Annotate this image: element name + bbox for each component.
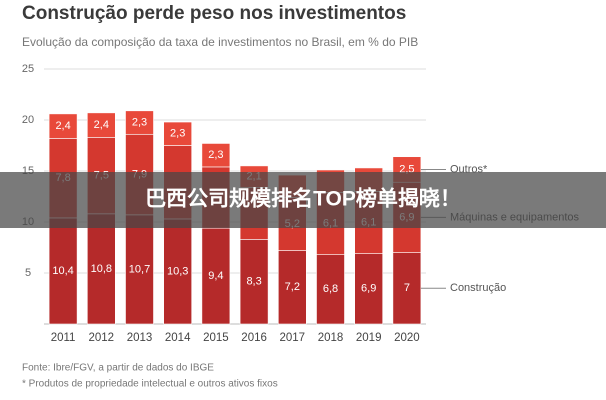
value-label: 2,3 [170, 128, 185, 140]
x-tick-label: 2016 [241, 332, 267, 344]
bar-segment [277, 250, 307, 325]
value-label: 7,2 [285, 281, 300, 293]
bar-segment [354, 253, 384, 325]
value-label: 8,3 [246, 276, 261, 288]
bar-segment [48, 113, 78, 139]
value-label: 2,3 [132, 116, 147, 128]
bar-segment [87, 213, 116, 325]
x-tick-label: 2019 [356, 332, 382, 344]
x-tick-label: 2014 [165, 332, 191, 344]
bar-segment [163, 121, 192, 146]
bar-segment [239, 239, 269, 325]
banner-text: 巴西公司规模排名TOP榜单揭晓！ [145, 187, 461, 211]
x-tick-label: 2013 [127, 332, 153, 344]
banner [0, 172, 606, 228]
value-label: 9,4 [208, 270, 223, 282]
footnote: * Produtos de propriedade intelectual e … [22, 379, 278, 390]
bar-segment [87, 112, 116, 138]
x-tick-label: 2012 [89, 332, 115, 344]
value-label: 2,4 [94, 119, 109, 131]
value-label: 2,3 [208, 149, 223, 161]
bar-segment [316, 254, 345, 325]
bar-segment [392, 252, 422, 325]
x-tick-label: 2017 [280, 332, 306, 344]
value-label: 10,8 [91, 263, 112, 275]
value-label: 7 [404, 282, 410, 294]
source-note: Fonte: Ibre/FGV, a partir de dados do IB… [22, 363, 214, 374]
bar-segment [48, 217, 78, 325]
value-label: 10,3 [167, 265, 188, 277]
value-label: 6,8 [323, 283, 338, 295]
bar-segment [201, 227, 231, 325]
value-label: 10,7 [129, 263, 150, 275]
x-tick-label: 2018 [318, 332, 344, 344]
legend-label: Construção [450, 282, 506, 294]
value-label: 2,4 [55, 120, 70, 132]
bar-segment [201, 143, 231, 168]
x-tick-label: 2015 [203, 332, 229, 344]
chart-title: Construção perde peso nos investimentos [22, 3, 406, 24]
x-tick-label: 2020 [394, 332, 420, 344]
chart-subtitle: Evolução da composição da taxa de invest… [22, 35, 418, 49]
value-label: 10,4 [52, 265, 73, 277]
y-tick-label: 25 [22, 63, 34, 75]
y-tick-label: 5 [25, 267, 31, 279]
y-tick-label: 20 [22, 114, 34, 126]
x-tick-label: 2011 [51, 332, 76, 344]
bar-segment [125, 214, 154, 325]
value-label: 6,9 [361, 283, 376, 295]
bar-segment [125, 110, 154, 135]
